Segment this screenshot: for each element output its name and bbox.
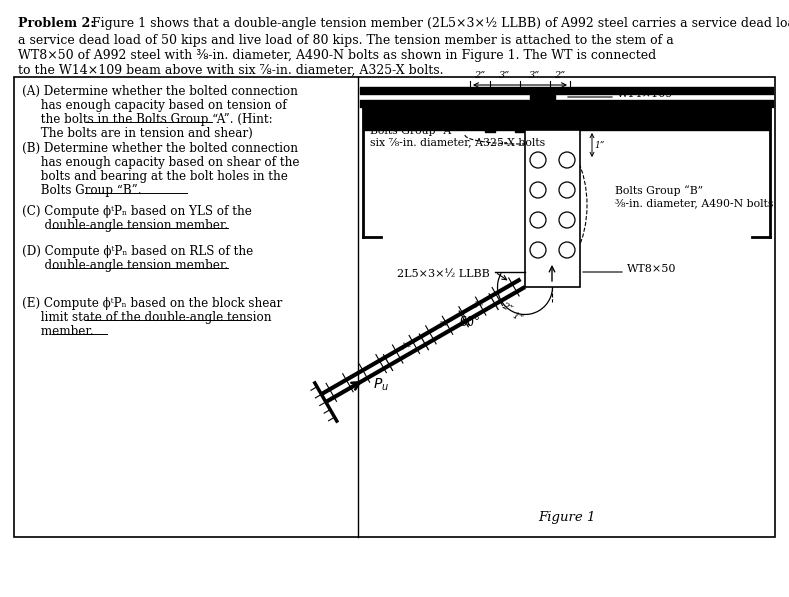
Text: $P_u$: $P_u$ [372,376,389,393]
Text: 2L5×3×½ LLBB: 2L5×3×½ LLBB [397,269,490,279]
Text: Figure 1: Figure 1 [538,510,595,524]
Text: (E) Compute ϕᵗPₙ based on the block shear: (E) Compute ϕᵗPₙ based on the block shea… [22,297,282,310]
Circle shape [530,182,546,198]
Text: (B) Determine whether the bolted connection: (B) Determine whether the bolted connect… [22,142,298,155]
Text: 3”: 3” [499,71,510,80]
Text: double-angle tension member.: double-angle tension member. [22,219,228,232]
Text: W14×109: W14×109 [617,89,673,99]
Text: limit state of the double-angle tension: limit state of the double-angle tension [22,311,271,324]
Text: double-angle tension member.: double-angle tension member. [22,259,228,272]
Text: (C) Compute ϕᵗPₙ based on YLS of the: (C) Compute ϕᵗPₙ based on YLS of the [22,205,252,218]
Circle shape [530,242,546,258]
Text: 1”: 1” [594,140,604,149]
Text: 2”: 2” [397,341,410,355]
Text: Problem 2:: Problem 2: [18,17,95,30]
Circle shape [559,152,575,168]
Text: 2”: 2” [500,300,514,313]
Bar [525,130,580,287]
Text: bolts and bearing at the bolt holes in the: bolts and bearing at the bolt holes in t… [22,170,288,183]
Text: (A) Determine whether the bolted connection: (A) Determine whether the bolted connect… [22,85,298,98]
Text: 60°: 60° [459,315,481,328]
Text: WT8×50: WT8×50 [627,264,676,274]
Text: member.: member. [22,325,94,338]
Text: 3”: 3” [529,71,540,80]
Text: 3”: 3” [435,319,448,333]
Text: 3”: 3” [469,300,483,312]
Text: 2”: 2” [555,71,566,80]
Text: WT8×50 of A992 steel with ⅜-in. diameter, A490-N bolts as shown in Figure 1. The: WT8×50 of A992 steel with ⅜-in. diameter… [18,49,656,62]
Text: 2”: 2” [474,71,485,80]
Circle shape [559,242,575,258]
Text: the bolts in the Bolts Group “A”. (Hint:: the bolts in the Bolts Group “A”. (Hint: [22,113,273,126]
Circle shape [530,212,546,228]
Text: 1”: 1” [510,310,524,324]
Text: to the W14×109 beam above with six ⅞-in. diameter, A325-X bolts.: to the W14×109 beam above with six ⅞-in.… [18,64,443,77]
Text: a service dead load of 50 kips and live load of 80 kips. The tension member is a: a service dead load of 50 kips and live … [18,34,674,47]
Text: Figure 1 shows that a double-angle tension member (2L5×3×½ LLBB) of A992 steel c: Figure 1 shows that a double-angle tensi… [88,17,789,30]
Circle shape [559,182,575,198]
Text: has enough capacity based on shear of the: has enough capacity based on shear of th… [22,156,300,169]
Text: Bolts Group “B”: Bolts Group “B” [615,185,703,196]
Bar [14,77,775,537]
Text: The bolts are in tension and shear): The bolts are in tension and shear) [22,127,252,140]
Text: Bolts Group “B”.: Bolts Group “B”. [22,184,141,197]
Circle shape [559,212,575,228]
Text: Bolts Group “A”: Bolts Group “A” [370,125,455,136]
Text: has enough capacity based on tension of: has enough capacity based on tension of [22,99,286,112]
Text: ⅜-in. diameter, A490-N bolts: ⅜-in. diameter, A490-N bolts [615,198,773,208]
Circle shape [530,152,546,168]
Text: (D) Compute ϕᵗPₙ based on RLS of the: (D) Compute ϕᵗPₙ based on RLS of the [22,245,253,258]
Text: six ⅞-in. diameter, A325-X bolts: six ⅞-in. diameter, A325-X bolts [370,137,545,147]
